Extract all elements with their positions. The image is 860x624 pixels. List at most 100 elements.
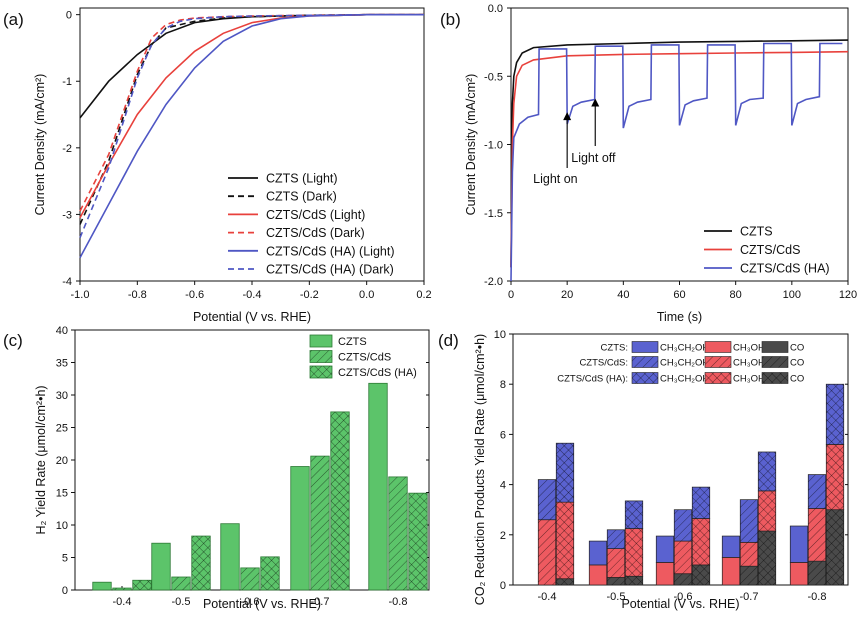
- panel-c-legend-swatch-hatch: [310, 366, 332, 378]
- panel-b-arrowhead-light-on: [563, 112, 572, 121]
- panel-d-ytick-label: 8: [500, 379, 506, 391]
- panel-c-bar-solid: [220, 523, 240, 591]
- panel-c-ytick-label: 35: [56, 358, 68, 370]
- panel-d-legend-product-label: CH₃CH₂OH: [660, 358, 709, 369]
- panel-a-xtick-label: -0.4: [243, 289, 262, 301]
- panel-c-ytick-label: 20: [56, 455, 68, 467]
- panel-c-bar-hatch: [260, 556, 280, 590]
- panel-d-bar-hatch: [625, 576, 643, 585]
- panel-d: 0 2 4 6 8 10 -0.4 -0.5 -0.6 -0.7 -0.8 CZTS: CH₃CH₂OH…: [438, 329, 849, 611]
- panel-a-ytick-label: -4: [62, 276, 72, 288]
- panel-d-legend-product-label: CH₃OH: [733, 358, 765, 369]
- panel-c-legend-swatch-hatch: [310, 350, 332, 363]
- panel-c-x-axis-label: Potential (V vs. RHE): [203, 597, 321, 611]
- panel-d-bar-hatch: [607, 529, 625, 549]
- panel-c-legend-label: CZTS/CdS (HA): [338, 367, 417, 379]
- panel-d-xtick-label: -0.6: [674, 591, 693, 603]
- panel-b-arrowhead-light-off: [591, 98, 600, 107]
- panel-d-ytick-label: 6: [500, 429, 506, 441]
- panel-d-legend-swatch: [631, 341, 659, 353]
- panel-d-bar-hatch: [674, 509, 692, 542]
- panel-d-xtick-label: -0.7: [740, 591, 759, 603]
- panel-c-xtick-label: -0.4: [113, 596, 132, 608]
- panel-d-bar-hatch: [692, 564, 710, 585]
- panel-a-xtick-label: 0.2: [416, 289, 431, 301]
- panel-d-legend-swatch-hatch: [705, 372, 731, 384]
- panel-d-legend-swatch: [704, 341, 732, 353]
- panel-d-bar-hatch: [826, 384, 844, 445]
- panel-d-bar-hatch: [740, 566, 758, 585]
- panel-d-y-axis-label: CO₂ Reduction Products Yield Rate (μmol/…: [473, 334, 487, 605]
- panel-b-annotation-light-off: Light off: [571, 151, 616, 165]
- panel-d-bar-segment-ch3oh: [588, 564, 608, 586]
- panel-c-bar-hatch: [112, 588, 132, 590]
- panel-c-xtick-label: -0.5: [172, 596, 191, 608]
- panel-d-legend-product-label: CO: [790, 343, 804, 354]
- panel-d-bar-segment-ch3oh: [721, 557, 741, 586]
- panel-b-series-line-1: [510, 50, 849, 268]
- panel-d-legend-row-label: CZTS:: [601, 343, 628, 354]
- panel-a-legend-label: CZTS/CdS (HA) (Dark): [266, 263, 394, 277]
- panel-b-xtick-label: 60: [673, 289, 685, 301]
- panel-c-ytick-label: 10: [56, 520, 68, 532]
- panel-b-ytick-label: -0.5: [484, 71, 503, 83]
- panel-c-bar-hatch: [310, 456, 330, 590]
- panel-a-series-line-2: [79, 13, 424, 219]
- panel-c-bar-solid: [368, 382, 388, 591]
- panel-c-bar-hatch: [330, 411, 350, 590]
- panel-b-annotation-light-on: Light on: [533, 172, 578, 186]
- panel-d-legend-product-label: CH₃OH: [733, 374, 765, 385]
- panel-d-bar-segment-ch3ch2oh: [588, 540, 608, 566]
- panel-c-ytick-label: 40: [56, 325, 68, 337]
- panel-d-legend-product-label: CO: [790, 358, 804, 369]
- panel-d-bar-hatch: [625, 500, 643, 529]
- panel-d-bar-hatch: [607, 548, 625, 578]
- panel-d-legend-product-label: CH₃CH₂OH: [660, 374, 709, 385]
- panel-b-xtick-label: 80: [730, 289, 742, 301]
- panel-d-bar-hatch: [625, 528, 643, 577]
- panel-c-ytick-label: 25: [56, 423, 68, 435]
- panel-a-series-line-1: [79, 13, 424, 225]
- panel-c-legend-label: CZTS/CdS: [338, 352, 391, 364]
- panel-b-ytick-label: -1.0: [484, 140, 503, 152]
- panel-d-bar-hatch: [808, 474, 826, 509]
- panel-b-label: (b): [440, 10, 461, 29]
- panel-c-y-axis-label: H₂ Yield Rate (μmol/cm²•h): [34, 385, 48, 534]
- panel-a-xtick-label: -0.2: [300, 289, 319, 301]
- panel-a-x-axis-label: Potential (V vs. RHE): [193, 310, 311, 324]
- panel-b-legend-label: CZTS/CdS (HA): [740, 262, 830, 276]
- panel-c-xtick-label: -0.8: [389, 596, 408, 608]
- panel-a-legend-label: CZTS/CdS (Dark): [266, 226, 365, 240]
- panel-a-ytick-label: -2: [62, 143, 72, 155]
- panel-a-xtick-label: -1.0: [71, 289, 90, 301]
- panel-a: -1.0 -0.8 -0.6 -0.4 -0.2 0.0 0.2 0 -1 -2 -3 -4 CZTS …: [3, 7, 432, 324]
- panel-d-ytick-label: 10: [494, 329, 506, 341]
- panel-d-legend-swatch-hatch: [632, 372, 658, 384]
- panel-d-legend-swatch-hatch: [762, 356, 788, 368]
- panel-c-bar-hatch: [171, 577, 191, 590]
- panel-a-legend-label: CZTS/CdS (HA) (Light): [266, 244, 395, 258]
- panel-a-plot-frame: [79, 7, 425, 282]
- panel-d-legend-row-label: CZTS/CdS:: [579, 358, 628, 369]
- panel-d-bar-hatch: [538, 479, 556, 520]
- panel-d-legend-swatch-hatch: [705, 356, 731, 368]
- panel-d-legend-swatch-hatch: [762, 372, 788, 384]
- panel-c-bar-solid: [290, 466, 310, 591]
- panel-c-bar-hatch: [191, 536, 211, 590]
- panel-d-bar-hatch: [758, 451, 776, 491]
- panel-a-xtick-label: -0.8: [128, 289, 147, 301]
- panel-d-ytick-label: 4: [500, 480, 506, 492]
- panel-c-bar-hatch: [132, 580, 152, 590]
- panel-d-legend-swatch: [761, 341, 789, 353]
- panel-b-xtick-label: 100: [783, 289, 801, 301]
- panel-d-bar-hatch: [692, 487, 710, 519]
- panel-d-bar-hatch: [556, 578, 574, 585]
- panel-a-series-line-5: [79, 13, 424, 239]
- panel-a-legend-label: CZTS/CdS (Light): [266, 208, 365, 222]
- panel-c-ytick-label: 15: [56, 488, 68, 500]
- panel-c-bar-hatch: [388, 476, 408, 590]
- panel-d-bar-hatch: [740, 499, 758, 543]
- panel-c-ytick-label: 5: [62, 553, 68, 565]
- panel-b-xtick-label: 120: [839, 289, 857, 301]
